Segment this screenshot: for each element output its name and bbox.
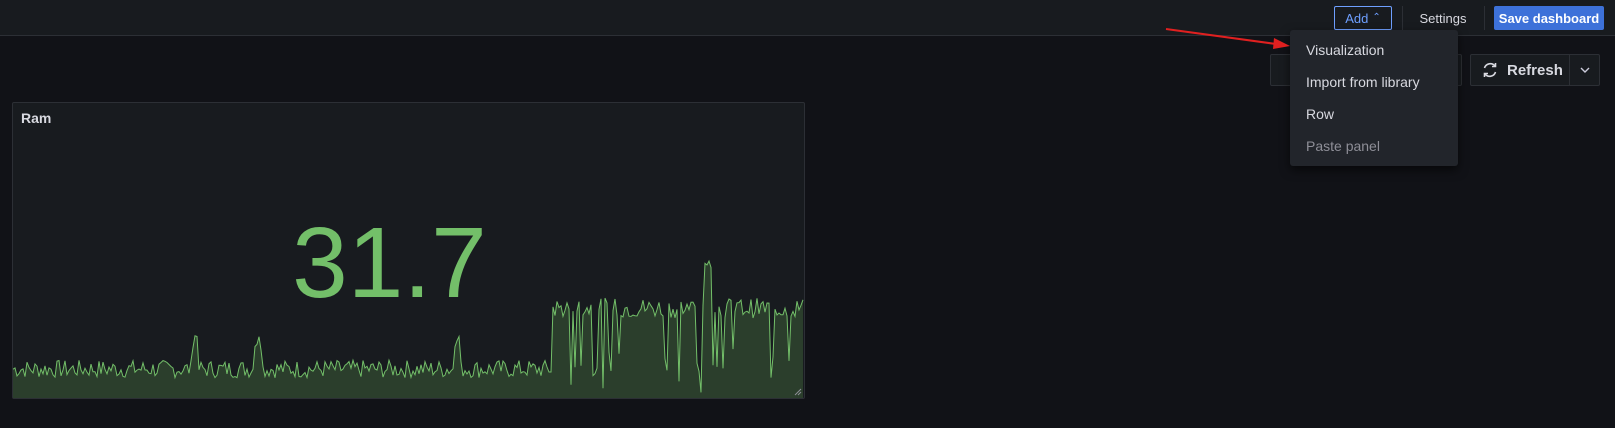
top-toolbar: Add ⌃ Settings Save dashboard xyxy=(0,0,1615,36)
refresh-label: Refresh xyxy=(1507,61,1563,79)
toolbar-divider xyxy=(1402,6,1403,30)
settings-button[interactable]: Settings xyxy=(1412,6,1474,30)
refresh-button[interactable]: Refresh xyxy=(1470,54,1570,86)
refresh-icon xyxy=(1483,62,1497,78)
add-button[interactable]: Add ⌃ xyxy=(1334,6,1392,30)
menu-item-paste-panel: Paste panel xyxy=(1306,138,1380,154)
menu-item-row[interactable]: Row xyxy=(1306,106,1335,122)
refresh-interval-dropdown[interactable] xyxy=(1569,54,1600,86)
save-dashboard-label: Save dashboard xyxy=(1498,10,1600,26)
panel-title: Ram xyxy=(21,110,52,126)
chevron-down-icon xyxy=(1580,67,1589,73)
stat-value: 31.7 xyxy=(292,207,487,319)
ram-stat-panel[interactable]: Ram 31.7 xyxy=(12,102,805,399)
add-menu: Visualization Import from library Row Pa… xyxy=(1290,30,1458,166)
menu-item-visualization[interactable]: Visualization xyxy=(1306,42,1385,58)
chevron-up-icon: ⌃ xyxy=(1372,11,1381,23)
save-dashboard-button[interactable]: Save dashboard xyxy=(1494,6,1604,30)
toolbar-divider xyxy=(1484,6,1485,30)
menu-item-import-from-library[interactable]: Import from library xyxy=(1306,74,1420,90)
settings-button-label: Settings xyxy=(1419,10,1467,26)
resize-handle-icon[interactable] xyxy=(794,388,802,396)
add-button-label: Add xyxy=(1345,10,1369,26)
sparkline-chart xyxy=(13,259,804,398)
